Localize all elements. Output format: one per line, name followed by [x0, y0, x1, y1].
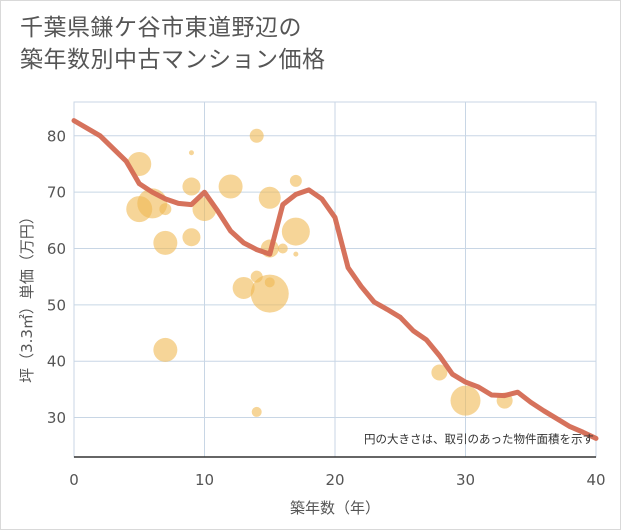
- y-tick-label: 70: [47, 184, 66, 202]
- y-tick-label: 30: [47, 409, 66, 427]
- grid-lines: [73, 101, 597, 458]
- data-bubble: [277, 243, 288, 254]
- data-bubble: [450, 385, 481, 416]
- chart-title-line1: 千葉県鎌ケ谷市東道野辺の: [20, 15, 302, 41]
- data-bubble: [431, 364, 448, 381]
- data-bubble: [289, 174, 302, 187]
- data-bubble: [232, 276, 255, 299]
- x-tick-label: 20: [325, 471, 344, 489]
- size-annotation: 円の大きさは、取引のあった物件面積を示す: [364, 432, 594, 446]
- chart-title: 千葉県鎌ケ谷市東道野辺の 築年数別中古マンション価格: [20, 12, 326, 76]
- data-bubble: [182, 177, 201, 196]
- x-tick-label: 10: [195, 471, 214, 489]
- y-tick-label: 50: [47, 296, 66, 314]
- data-bubble: [188, 150, 194, 156]
- data-bubble: [153, 337, 178, 362]
- data-bubble: [251, 406, 262, 417]
- data-bubble: [182, 228, 201, 247]
- trend-line-layer: [71, 118, 599, 441]
- data-bubble: [159, 203, 172, 216]
- data-bubble: [281, 217, 310, 246]
- data-bubble: [258, 186, 281, 209]
- x-tick-label: 0: [69, 471, 79, 489]
- data-bubble: [153, 230, 178, 255]
- y-axis-label: 坪（3.3㎡）単価（万円）: [18, 209, 36, 383]
- y-tick-label: 80: [47, 127, 66, 145]
- average-price-line: [71, 118, 599, 441]
- y-tick-label: 40: [47, 353, 66, 371]
- x-tick-label: 40: [586, 471, 605, 489]
- chart-title-line2: 築年数別中古マンション価格: [20, 47, 326, 73]
- data-bubble: [250, 274, 289, 313]
- data-bubble: [249, 128, 264, 143]
- x-axis-label: 築年数（年）: [290, 499, 380, 517]
- x-tick-label: 30: [456, 471, 475, 489]
- y-tick-label: 60: [47, 240, 66, 258]
- data-bubble: [293, 251, 299, 257]
- data-bubble: [218, 174, 243, 199]
- axes: 0 10 20 30 40 30 40 50 60 70 80: [47, 127, 606, 489]
